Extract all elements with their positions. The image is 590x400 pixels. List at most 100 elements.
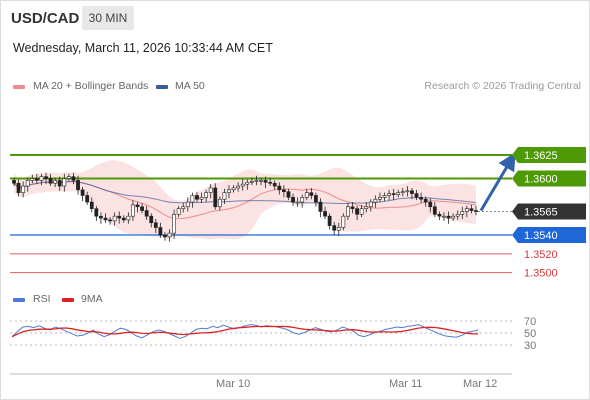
- candle: [172, 209, 176, 239]
- candle-body: [373, 198, 378, 203]
- time-label-mar10: Mar 10: [216, 378, 250, 390]
- candle-body: [309, 192, 314, 196]
- currency-pair-title: USD/CAD: [11, 10, 80, 27]
- candle: [364, 202, 369, 213]
- candle: [355, 205, 359, 220]
- candle: [39, 173, 44, 186]
- candle-body: [71, 176, 76, 181]
- candle-body: [423, 198, 428, 203]
- candle-body: [44, 176, 48, 179]
- candle: [309, 187, 314, 200]
- candle: [405, 186, 410, 197]
- candle: [85, 191, 90, 205]
- candle-body: [355, 208, 359, 215]
- candle: [332, 221, 337, 235]
- candle-body: [318, 201, 323, 212]
- candle-body: [314, 195, 318, 203]
- candle-body: [432, 206, 437, 215]
- candle: [336, 222, 341, 236]
- candle-body: [172, 213, 176, 234]
- candle-body: [135, 204, 140, 208]
- research-credit: Research © 2026 Trading Central: [424, 80, 581, 92]
- candle-body: [236, 185, 241, 189]
- candle-body: [12, 180, 16, 184]
- candle-body: [474, 210, 478, 212]
- candle: [300, 194, 305, 208]
- candle-body: [158, 227, 163, 236]
- bollinger-band-fill: [14, 160, 476, 240]
- candle: [451, 213, 456, 221]
- candle: [195, 191, 199, 203]
- candle: [112, 212, 117, 226]
- candlestick-series: [12, 172, 478, 242]
- candle-body: [16, 182, 21, 193]
- candle: [446, 211, 451, 224]
- candle: [48, 173, 53, 187]
- candle-body: [85, 195, 90, 203]
- candle-body: [396, 192, 401, 195]
- candle: [428, 198, 433, 213]
- candle-body: [382, 195, 387, 198]
- candle-body: [428, 201, 433, 208]
- candle: [410, 187, 414, 200]
- candle: [327, 213, 332, 230]
- candle: [108, 217, 112, 225]
- candle-body: [53, 180, 58, 184]
- candle-body: [414, 193, 419, 198]
- candle-body: [21, 185, 26, 193]
- candle: [204, 189, 209, 203]
- candle-body: [469, 208, 474, 211]
- candle: [217, 196, 222, 211]
- candle-body: [245, 181, 250, 185]
- tag-1-3540: 1.3540: [512, 227, 586, 243]
- rsi-legend: RSI 9MA: [13, 293, 133, 307]
- timeframe-button[interactable]: 30 MIN: [82, 6, 134, 30]
- time-label-mar11: Mar 11: [389, 378, 422, 390]
- price-tag-label: 1.3540: [524, 230, 558, 242]
- candle-body: [126, 215, 131, 221]
- time-axis: Mar 10 Mar 11 Mar 12: [10, 373, 512, 390]
- candle: [135, 202, 140, 213]
- candle: [222, 188, 227, 204]
- candle-body: [199, 197, 204, 200]
- candle-body: [217, 198, 222, 208]
- candle-body: [30, 178, 35, 181]
- rsi-level-label: 70: [524, 316, 536, 328]
- candle-body: [272, 182, 277, 187]
- candle: [121, 215, 126, 223]
- candle-body: [204, 192, 209, 198]
- candle-body: [227, 189, 231, 193]
- candle: [62, 173, 67, 192]
- support-label: 1.3520: [524, 249, 558, 261]
- rsi-9ma-label: 9MA: [81, 293, 103, 305]
- candle: [44, 172, 48, 185]
- candle-body: [295, 201, 300, 204]
- candle: [341, 213, 346, 231]
- candle-body: [131, 204, 135, 217]
- candle: [272, 180, 277, 190]
- candle: [423, 196, 428, 207]
- candle: [455, 210, 460, 220]
- candle: [268, 177, 273, 187]
- candle: [144, 205, 149, 220]
- price-tag-shape: [512, 147, 586, 163]
- chart-header: USD/CAD 30 MIN: [0, 0, 590, 36]
- candle: [291, 193, 295, 206]
- candle: [350, 202, 355, 214]
- candle-body: [391, 193, 396, 195]
- candle: [378, 192, 382, 203]
- candle: [391, 188, 396, 201]
- candle: [190, 192, 195, 208]
- candle-body: [332, 225, 337, 231]
- candle: [76, 175, 80, 195]
- candle-body: [410, 190, 414, 194]
- candle-body: [57, 180, 62, 187]
- candle-body: [304, 192, 309, 198]
- candle-body: [286, 191, 291, 198]
- candle-body: [323, 211, 327, 217]
- candle-body: [378, 197, 382, 200]
- ma50-label: MA 50: [175, 80, 205, 92]
- candle: [464, 205, 469, 218]
- candle-body: [451, 215, 456, 219]
